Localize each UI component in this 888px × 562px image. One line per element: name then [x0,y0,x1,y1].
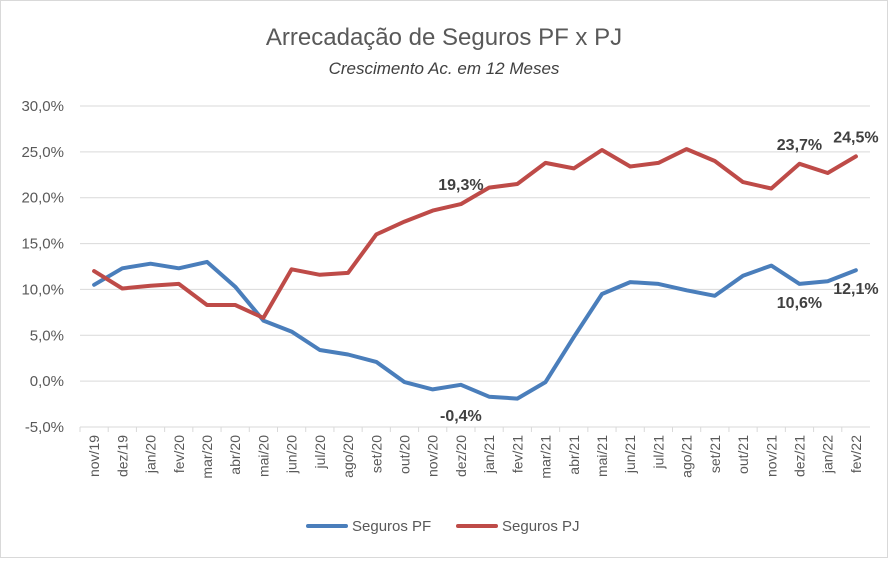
x-tick-label: fev/21 [509,435,525,473]
x-tick-label: nov/21 [763,435,779,477]
x-tick-label: abr/21 [566,435,582,475]
x-tick-label: nov/20 [425,435,441,477]
x-tick-label: jan/20 [143,435,159,474]
x-tick-label: out/21 [735,435,751,474]
gridlines [80,105,870,428]
x-tick-label: jan/22 [820,435,836,474]
y-tick-label: -5,0% [25,419,64,436]
x-tick-label: dez/20 [453,435,469,477]
data-label: 24,5% [833,129,878,146]
x-tick-label: ago/21 [679,435,695,478]
series-line-pj [92,147,858,320]
x-tick-label: jul/21 [650,435,666,470]
x-tick-label: dez/19 [114,435,130,477]
y-tick-label: 10,0% [21,281,64,298]
y-axis-ticks: -5,0% 0,0% 5,0% 10,0% 15,0% 20,0% 25,0% 30,0% [21,98,64,436]
data-label: 23,7% [777,137,822,154]
legend-label: Seguros PJ [502,518,580,535]
x-tick-label: mai/21 [594,435,610,477]
x-tick-label: jul/20 [312,435,328,470]
series-lines [92,147,858,401]
series-line-pf [92,259,858,401]
y-tick-label: 0,0% [30,373,64,390]
y-tick-label: 25,0% [21,144,64,161]
x-tick-label: jan/21 [481,435,497,474]
x-axis-ticks: nov/19 dez/19 jan/20 fev/20 mar/20 abr/20 mai/… [79,427,864,479]
data-label: 10,6% [777,295,822,312]
x-tick-label: nov/19 [86,435,102,477]
x-tick-label: jun/20 [284,435,300,474]
legend: Seguros PF Seguros PJ [306,518,580,535]
x-tick-label: fev/20 [171,435,187,473]
x-tick-label: mar/21 [538,435,554,479]
y-tick-label: 15,0% [21,236,64,253]
chart-subtitle: Crescimento Ac. em 12 Meses [329,59,560,78]
x-tick-label: set/20 [368,435,384,473]
x-tick-label: jun/21 [622,435,638,474]
data-label: 19,3% [438,177,483,194]
x-tick-label: fev/22 [848,435,864,473]
y-tick-label: 20,0% [21,190,64,207]
x-tick-label: mai/20 [255,435,271,477]
legend-label: Seguros PF [352,518,431,535]
x-tick-label: ago/20 [340,435,356,478]
x-tick-label: out/20 [396,435,412,474]
chart-title: Arrecadação de Seguros PF x PJ [266,24,622,51]
x-tick-label: set/21 [707,435,723,473]
x-tick-label: mar/20 [199,435,215,479]
data-label: -0,4% [440,408,482,425]
x-tick-label: abr/20 [227,435,243,475]
y-tick-label: 5,0% [30,327,64,344]
x-tick-label: dez/21 [791,435,807,477]
data-label: 12,1% [833,281,878,298]
data-labels: -0,4% 10,6% 12,1% 19,3% 23,7% 24,5% [438,129,878,424]
y-tick-label: 30,0% [21,98,64,115]
